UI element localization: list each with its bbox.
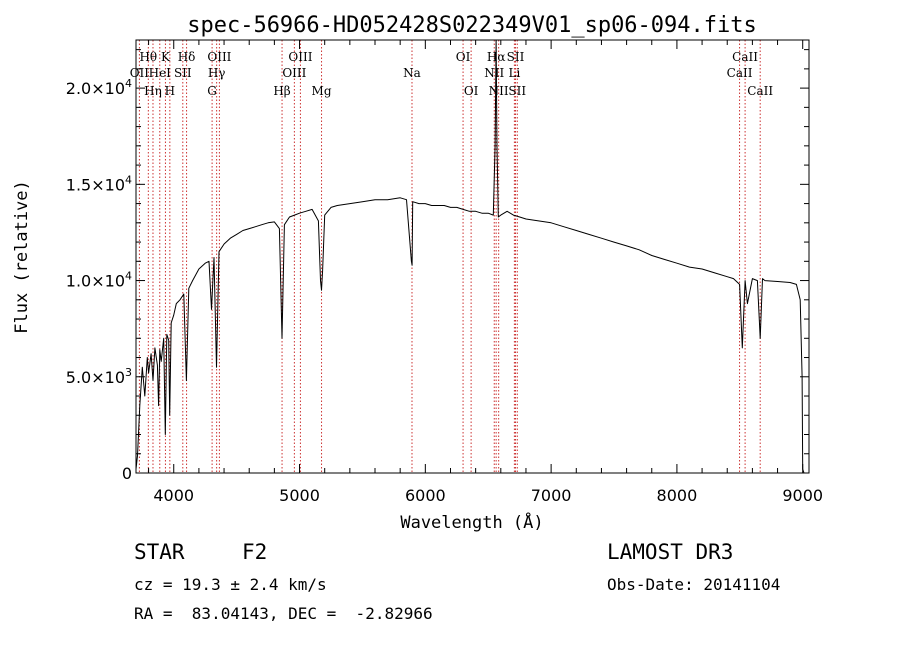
marker-label-14: Mg: [312, 84, 332, 98]
marker-label-2: Hη: [144, 84, 162, 98]
marker-label-3: HeI: [149, 66, 172, 80]
y-tick-mantissa-0: 0: [122, 464, 132, 483]
chart-title: spec-56966-HD052428S022349V01_sp06-094.f…: [187, 13, 757, 38]
y-tick-exponent-3: 4: [125, 173, 132, 186]
x-axis-label: Wavelength (Å): [400, 511, 543, 533]
y-tick-exponent-4: 4: [125, 77, 132, 90]
marker-label-26: CaII: [747, 84, 773, 98]
survey-name: LAMOST DR3: [607, 540, 734, 564]
marker-label-13: OIII: [282, 66, 306, 80]
y-tick-exponent-2: 4: [125, 270, 132, 283]
marker-label-12: OIII: [288, 50, 312, 64]
marker-label-23: SII: [508, 84, 526, 98]
y-tick-mantissa-3: 1.5×10: [66, 175, 125, 194]
marker-label-22: Li: [508, 66, 520, 80]
marker-label-21: SII: [507, 50, 525, 64]
marker-label-4: K: [161, 50, 171, 64]
y-tick-label-2: 1.0×104: [66, 270, 132, 291]
marker-label-15: Na: [403, 66, 421, 80]
marker-label-11: Hβ: [273, 84, 290, 98]
y-tick-label-3: 1.5×104: [66, 173, 132, 194]
y-tick-label-4: 2.0×104: [66, 77, 132, 98]
marker-label-25: CaII: [727, 66, 753, 80]
series-group: [135, 39, 805, 474]
y-tick-mantissa-4: 2.0×10: [66, 79, 125, 98]
x-tick-label-3: 7000: [531, 486, 572, 505]
y-tick-label-1: 5.0×103: [66, 366, 132, 387]
obs-date: Obs-Date: 20141104: [607, 575, 781, 594]
marker-label-10: G: [207, 84, 217, 98]
x-tick-label-4: 8000: [657, 486, 698, 505]
marker-label-0: Hθ: [139, 50, 157, 64]
x-tick-label-5: 9000: [782, 486, 823, 505]
marker-label-1: OII: [130, 66, 150, 80]
x-tick-label-2: 6000: [405, 486, 446, 505]
marker-label-5: H: [165, 84, 175, 98]
marker-label-9: Hγ: [208, 66, 226, 80]
velocity-text: cz = 19.3 ± 2.4 km/s: [134, 575, 327, 594]
marker-label-24: CaII: [732, 50, 758, 64]
object-class: STAR: [134, 540, 185, 564]
y-tick-exponent-1: 3: [125, 366, 132, 379]
coordinates-text: RA = 83.04143, DEC = -2.82966: [134, 604, 433, 623]
marker-label-8: OIII: [207, 50, 231, 64]
line-marker-labels: Hθ OII Hη HeI K H Hδ SII OIII Hγ G Hβ OIII OIII Mg Na OI…: [130, 50, 774, 98]
series-line-spectrum: [135, 39, 805, 474]
y-tick-mantissa-1: 5.0×10: [66, 368, 125, 387]
y-axis-label: Flux (relative): [12, 180, 32, 334]
marker-label-19: NII: [484, 66, 504, 80]
x-tick-label-0: 4000: [153, 486, 194, 505]
marker-label-16: OI: [456, 50, 471, 64]
x-tick-label-1: 5000: [279, 486, 320, 505]
marker-label-17: OI: [464, 84, 479, 98]
subclass: F2: [242, 540, 268, 564]
y-tick-mantissa-2: 1.0×10: [66, 272, 125, 291]
marker-label-20: NII: [489, 84, 509, 98]
x-axis: 4000 5000 6000 7000 8000 9000: [148, 40, 823, 505]
marker-label-6: Hδ: [178, 50, 196, 64]
y-tick-label-0: 0: [122, 464, 132, 483]
marker-label-7: SII: [174, 66, 192, 80]
plot-frame: [135, 39, 810, 474]
line-markers: [138, 40, 761, 473]
